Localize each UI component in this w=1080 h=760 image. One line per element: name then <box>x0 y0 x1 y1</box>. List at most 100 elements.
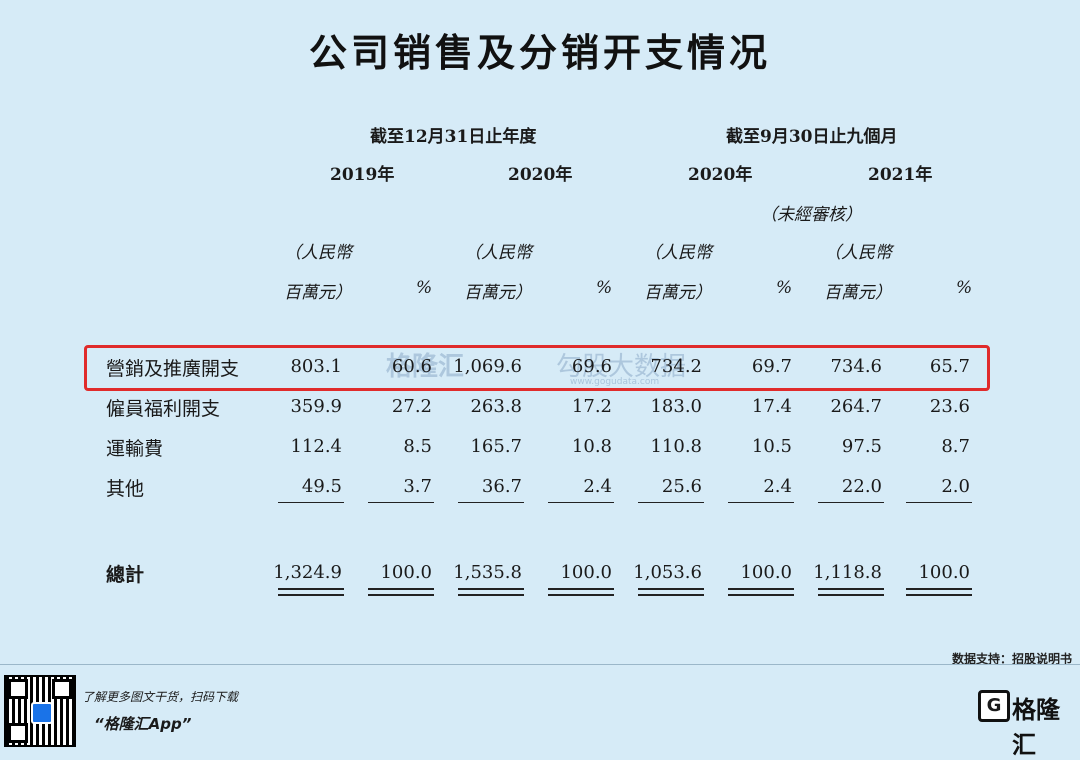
total-rule <box>368 594 434 596</box>
total-cell: 100.0 <box>560 562 612 583</box>
table-cell: 69.6 <box>571 356 612 377</box>
table-cell: 36.7 <box>481 476 522 497</box>
total-cell: 100.0 <box>740 562 792 583</box>
total-rule <box>458 588 524 590</box>
total-rule <box>728 588 794 590</box>
subtotal-rule <box>818 502 884 503</box>
total-cell: 1,053.6 <box>633 562 702 583</box>
unit-label: （人民幣 <box>644 243 712 263</box>
row-label: 其他 <box>106 478 145 500</box>
percent-label: % <box>416 278 433 298</box>
total-cell: 1,324.9 <box>273 562 342 583</box>
table-cell: 734.2 <box>650 356 702 377</box>
total-rule <box>638 588 704 590</box>
table-cell: 110.8 <box>650 436 702 457</box>
table-cell: 17.2 <box>571 396 612 417</box>
watermark-brand: 格隆汇 <box>386 352 465 382</box>
table-cell: 22.0 <box>841 476 882 497</box>
table-cell: 2.0 <box>941 476 970 497</box>
table-cell: 112.4 <box>290 436 342 457</box>
unit-label: （人民幣 <box>464 243 532 263</box>
row-label: 營銷及推廣開支 <box>106 358 240 380</box>
unit-label: （人民幣 <box>284 243 352 263</box>
qr-logo-icon <box>31 702 53 724</box>
period-annual: 截至12月31日止年度 <box>370 127 537 147</box>
data-source: 数据支持：招股说明书 <box>951 652 1072 666</box>
subtotal-rule <box>728 502 794 503</box>
total-cell: 1,118.8 <box>813 562 882 583</box>
year-header: 2021年 <box>868 165 933 185</box>
total-rule <box>548 594 614 596</box>
table-cell: 2.4 <box>763 476 792 497</box>
table-cell: 264.7 <box>830 396 882 417</box>
total-rule <box>458 594 524 596</box>
subtotal-rule <box>368 502 434 503</box>
year-header: 2019年 <box>330 165 395 185</box>
row-label: 僱員福利開支 <box>106 398 221 420</box>
table-cell: 69.7 <box>751 356 792 377</box>
table-cell: 23.6 <box>929 396 970 417</box>
watermark-slogan: 勾股大数据 <box>556 352 687 382</box>
total-rule <box>818 588 884 590</box>
page-title: 公司销售及分销开支情况 <box>308 31 771 75</box>
total-rule <box>368 588 434 590</box>
table-cell: 49.5 <box>301 476 342 497</box>
highlight-box <box>84 345 990 391</box>
subtotal-rule <box>638 502 704 503</box>
app-name: “格隆汇App” <box>94 715 192 733</box>
unit-label: 百萬元） <box>644 283 712 303</box>
total-label: 總計 <box>106 564 145 586</box>
table-cell: 8.7 <box>941 436 970 457</box>
unit-label: （人民幣 <box>824 243 892 263</box>
percent-label: % <box>596 278 613 298</box>
table-cell: 2.4 <box>583 476 612 497</box>
year-header: 2020年 <box>688 165 753 185</box>
year-header: 2020年 <box>508 165 573 185</box>
subtotal-rule <box>278 502 344 503</box>
table-cell: 17.4 <box>751 396 792 417</box>
table-cell: 1,069.6 <box>453 356 522 377</box>
subtotal-rule <box>458 502 524 503</box>
table-cell: 359.9 <box>290 396 342 417</box>
table-cell: 8.5 <box>403 436 432 457</box>
footer-divider <box>0 664 1080 665</box>
subtotal-rule <box>548 502 614 503</box>
table-cell: 97.5 <box>841 436 882 457</box>
table-cell: 3.7 <box>403 476 432 497</box>
unaudited-note: （未經審核） <box>760 205 862 225</box>
qr-code <box>4 675 76 747</box>
total-rule <box>278 588 344 590</box>
table-cell: 263.8 <box>470 396 522 417</box>
table-cell: 10.5 <box>751 436 792 457</box>
subtotal-rule <box>906 502 972 503</box>
table-cell: 60.6 <box>391 356 432 377</box>
table-cell: 803.1 <box>290 356 342 377</box>
total-rule <box>818 594 884 596</box>
period-nine-months: 截至9月30日止九個月 <box>726 127 898 147</box>
total-rule <box>906 594 972 596</box>
percent-label: % <box>776 278 793 298</box>
brand-name: 格隆汇 <box>1012 696 1060 759</box>
total-rule <box>548 588 614 590</box>
table-cell: 65.7 <box>929 356 970 377</box>
total-rule <box>638 594 704 596</box>
percent-label: % <box>956 278 973 298</box>
total-cell: 100.0 <box>380 562 432 583</box>
row-label: 運輸費 <box>106 438 164 460</box>
table-cell: 183.0 <box>650 396 702 417</box>
table-cell: 25.6 <box>661 476 702 497</box>
promo-text: 了解更多图文干货，扫码下载 <box>82 690 239 704</box>
brand-logo-icon: G <box>978 690 1010 722</box>
total-rule <box>278 594 344 596</box>
unit-label: 百萬元） <box>824 283 892 303</box>
unit-label: 百萬元） <box>464 283 532 303</box>
watermark-url: www.gogudata.com <box>570 377 660 387</box>
total-cell: 100.0 <box>918 562 970 583</box>
table-cell: 27.2 <box>391 396 432 417</box>
table-cell: 10.8 <box>571 436 612 457</box>
total-rule <box>906 588 972 590</box>
table-cell: 734.6 <box>830 356 882 377</box>
total-cell: 1,535.8 <box>453 562 522 583</box>
unit-label: 百萬元） <box>284 283 352 303</box>
table-cell: 165.7 <box>470 436 522 457</box>
